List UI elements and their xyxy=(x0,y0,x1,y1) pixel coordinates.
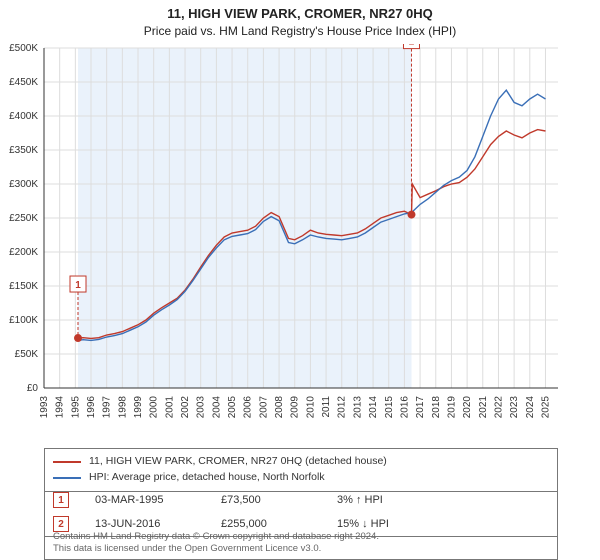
svg-text:2: 2 xyxy=(409,44,415,48)
svg-text:1993: 1993 xyxy=(39,396,50,419)
svg-text:2008: 2008 xyxy=(274,396,285,419)
svg-text:2010: 2010 xyxy=(305,396,316,419)
svg-text:2009: 2009 xyxy=(290,396,301,419)
legend-swatch-property xyxy=(53,461,81,463)
attribution-line: This data is licensed under the Open Gov… xyxy=(53,543,549,555)
attribution-line: Contains HM Land Registry data © Crown c… xyxy=(53,531,549,543)
sale-diff: 3% ↑ HPI xyxy=(337,494,549,506)
svg-text:1998: 1998 xyxy=(117,396,128,419)
svg-text:2004: 2004 xyxy=(211,396,222,419)
legend: 11, HIGH VIEW PARK, CROMER, NR27 0HQ (de… xyxy=(44,448,558,492)
svg-text:2022: 2022 xyxy=(493,396,504,419)
svg-text:2011: 2011 xyxy=(321,396,332,418)
svg-text:2013: 2013 xyxy=(352,396,363,419)
legend-swatch-hpi xyxy=(53,477,81,479)
svg-text:2006: 2006 xyxy=(243,396,254,419)
svg-text:£300K: £300K xyxy=(9,179,38,190)
svg-text:2015: 2015 xyxy=(384,396,395,419)
attribution: Contains HM Land Registry data © Crown c… xyxy=(44,528,558,560)
legend-item: 11, HIGH VIEW PARK, CROMER, NR27 0HQ (de… xyxy=(53,454,549,470)
legend-label: 11, HIGH VIEW PARK, CROMER, NR27 0HQ (de… xyxy=(89,454,387,470)
svg-text:1996: 1996 xyxy=(86,396,97,419)
svg-text:£250K: £250K xyxy=(9,213,38,224)
svg-text:2020: 2020 xyxy=(462,396,473,419)
sale-row: 1 03-MAR-1995 £73,500 3% ↑ HPI xyxy=(45,488,557,512)
svg-text:2016: 2016 xyxy=(399,396,410,419)
page-title: 11, HIGH VIEW PARK, CROMER, NR27 0HQ xyxy=(0,0,600,21)
svg-text:2019: 2019 xyxy=(446,396,457,419)
sale-date: 03-MAR-1995 xyxy=(95,494,195,506)
svg-text:£100K: £100K xyxy=(9,315,38,326)
svg-text:2014: 2014 xyxy=(368,396,379,419)
svg-text:2018: 2018 xyxy=(431,396,442,419)
sale-price: £73,500 xyxy=(221,494,311,506)
svg-text:£0: £0 xyxy=(27,383,39,394)
svg-text:£50K: £50K xyxy=(15,349,39,360)
svg-text:£150K: £150K xyxy=(9,281,38,292)
svg-text:1999: 1999 xyxy=(133,396,144,419)
chart-area: £0 £50K £100K £150K £200K £250K £300K £350K £400… xyxy=(0,44,600,440)
svg-text:£400K: £400K xyxy=(9,111,38,122)
svg-text:2007: 2007 xyxy=(258,396,269,419)
svg-text:£200K: £200K xyxy=(9,247,38,258)
svg-text:1995: 1995 xyxy=(70,396,81,419)
svg-text:2021: 2021 xyxy=(478,396,489,419)
sale-marker-icon: 1 xyxy=(53,492,69,508)
svg-text:2025: 2025 xyxy=(540,396,551,419)
svg-text:£350K: £350K xyxy=(9,145,38,156)
svg-text:£500K: £500K xyxy=(9,44,38,54)
page-subtitle: Price paid vs. HM Land Registry's House … xyxy=(0,21,600,38)
svg-text:1994: 1994 xyxy=(55,396,66,419)
svg-text:2002: 2002 xyxy=(180,396,191,419)
svg-text:2003: 2003 xyxy=(196,396,207,419)
svg-text:2000: 2000 xyxy=(149,396,160,419)
svg-text:2017: 2017 xyxy=(415,396,426,419)
svg-text:2024: 2024 xyxy=(525,396,536,419)
svg-text:2005: 2005 xyxy=(227,396,238,419)
svg-text:1: 1 xyxy=(75,280,81,291)
svg-text:1997: 1997 xyxy=(102,396,113,419)
legend-label: HPI: Average price, detached house, Nort… xyxy=(89,470,325,486)
svg-text:2001: 2001 xyxy=(164,396,175,419)
svg-text:2012: 2012 xyxy=(337,396,348,419)
chart-svg: £0 £50K £100K £150K £200K £250K £300K £350K £400… xyxy=(0,44,600,440)
svg-text:£450K: £450K xyxy=(9,77,38,88)
svg-text:2023: 2023 xyxy=(509,396,520,419)
legend-item: HPI: Average price, detached house, Nort… xyxy=(53,470,549,486)
